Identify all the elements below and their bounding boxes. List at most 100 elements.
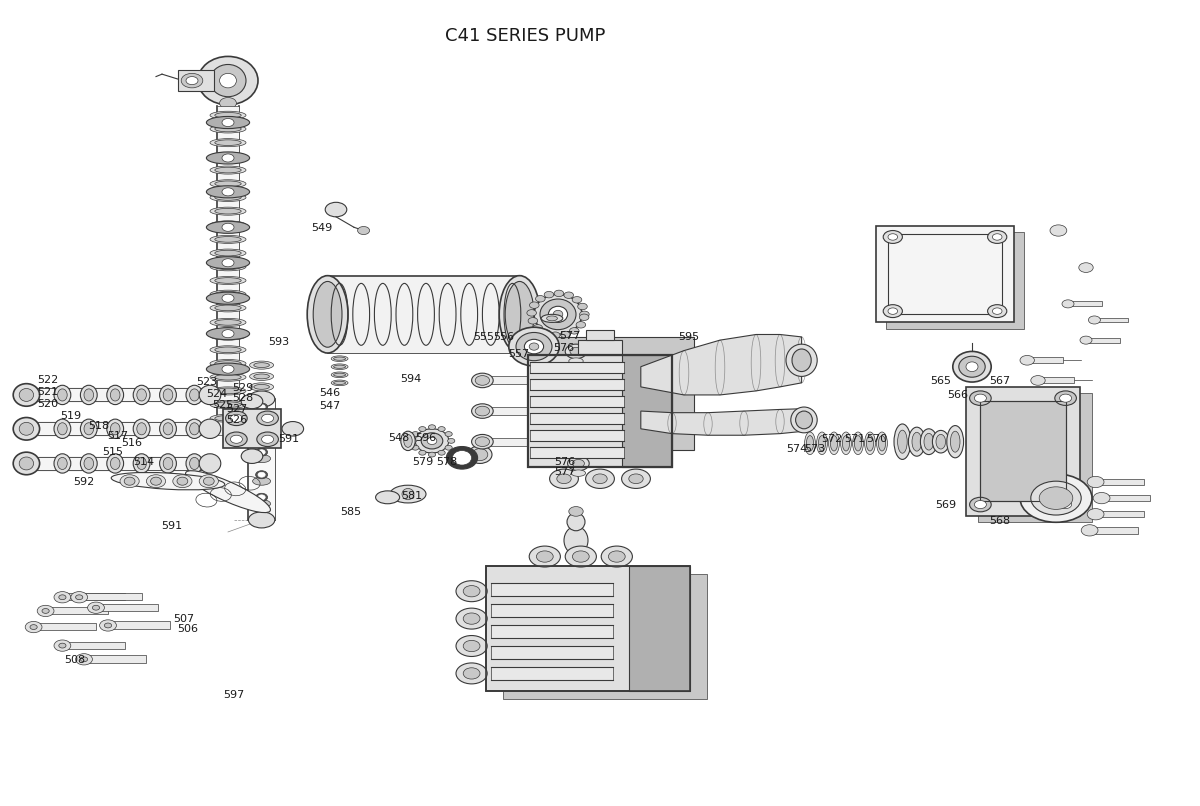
Circle shape — [25, 621, 42, 633]
Ellipse shape — [163, 457, 173, 469]
Ellipse shape — [499, 276, 540, 353]
Ellipse shape — [331, 355, 348, 361]
Ellipse shape — [199, 419, 221, 438]
Circle shape — [1060, 394, 1072, 402]
Bar — [1094, 318, 1128, 322]
Circle shape — [256, 448, 268, 456]
Ellipse shape — [210, 125, 246, 133]
Circle shape — [527, 310, 536, 316]
Circle shape — [1060, 501, 1072, 509]
Circle shape — [88, 602, 104, 613]
Bar — [217, 106, 239, 435]
Ellipse shape — [534, 294, 582, 334]
Text: 577: 577 — [559, 331, 581, 341]
Ellipse shape — [334, 357, 346, 360]
Bar — [530, 447, 624, 458]
Ellipse shape — [199, 454, 221, 473]
Text: 572: 572 — [821, 434, 842, 444]
Text: 507: 507 — [173, 614, 194, 624]
Ellipse shape — [54, 454, 71, 473]
Circle shape — [92, 605, 100, 610]
Circle shape — [992, 308, 1002, 314]
Text: 506: 506 — [176, 625, 198, 634]
Circle shape — [220, 98, 236, 109]
Ellipse shape — [110, 457, 120, 469]
Text: 525: 525 — [212, 401, 234, 410]
Ellipse shape — [215, 112, 241, 118]
Ellipse shape — [254, 363, 270, 368]
Ellipse shape — [220, 73, 236, 88]
Ellipse shape — [415, 429, 449, 453]
Ellipse shape — [110, 388, 120, 401]
Text: 529: 529 — [232, 383, 253, 393]
Ellipse shape — [137, 457, 146, 469]
Ellipse shape — [137, 388, 146, 401]
Ellipse shape — [404, 434, 413, 447]
Circle shape — [1055, 391, 1076, 405]
Ellipse shape — [215, 250, 241, 256]
Ellipse shape — [13, 384, 40, 406]
Circle shape — [419, 451, 426, 455]
Text: 567: 567 — [989, 376, 1010, 386]
Ellipse shape — [529, 343, 539, 351]
Ellipse shape — [210, 332, 246, 340]
Text: 573: 573 — [804, 444, 826, 454]
Ellipse shape — [452, 451, 472, 465]
Ellipse shape — [110, 422, 120, 435]
Ellipse shape — [210, 193, 246, 202]
Ellipse shape — [58, 457, 67, 469]
Circle shape — [576, 322, 586, 328]
Circle shape — [222, 365, 234, 373]
Ellipse shape — [210, 235, 246, 243]
Circle shape — [463, 640, 480, 651]
Text: 566: 566 — [947, 390, 968, 400]
Circle shape — [528, 318, 538, 324]
Ellipse shape — [877, 432, 888, 455]
Circle shape — [428, 452, 436, 457]
Circle shape — [1080, 336, 1092, 344]
Ellipse shape — [206, 363, 250, 376]
Circle shape — [256, 493, 268, 501]
Circle shape — [970, 391, 991, 405]
Bar — [888, 234, 1002, 314]
Ellipse shape — [210, 221, 246, 229]
Ellipse shape — [936, 434, 946, 449]
Ellipse shape — [186, 471, 270, 513]
Circle shape — [256, 471, 268, 479]
Ellipse shape — [206, 152, 250, 164]
Circle shape — [222, 330, 234, 338]
Ellipse shape — [215, 167, 241, 172]
Circle shape — [438, 426, 445, 431]
Circle shape — [419, 426, 426, 431]
Ellipse shape — [84, 422, 94, 435]
Ellipse shape — [206, 327, 250, 340]
Ellipse shape — [806, 435, 814, 451]
Circle shape — [541, 330, 551, 336]
Ellipse shape — [791, 407, 817, 433]
Ellipse shape — [210, 207, 246, 215]
Circle shape — [533, 325, 542, 331]
Ellipse shape — [254, 384, 270, 389]
Text: 557: 557 — [508, 349, 529, 359]
Circle shape — [1087, 509, 1104, 520]
Bar — [530, 396, 624, 407]
Circle shape — [970, 497, 991, 512]
Ellipse shape — [215, 153, 241, 159]
Circle shape — [568, 456, 589, 471]
Ellipse shape — [254, 374, 270, 379]
Ellipse shape — [210, 139, 246, 147]
Text: 576: 576 — [554, 457, 576, 467]
Text: 526: 526 — [226, 415, 247, 425]
Ellipse shape — [120, 475, 139, 488]
Circle shape — [258, 472, 265, 477]
Ellipse shape — [818, 435, 826, 451]
Ellipse shape — [878, 435, 886, 451]
Circle shape — [258, 495, 265, 500]
Circle shape — [888, 234, 898, 240]
Ellipse shape — [568, 513, 586, 530]
Ellipse shape — [253, 409, 271, 418]
Ellipse shape — [163, 422, 173, 435]
Ellipse shape — [830, 435, 838, 451]
Text: 578: 578 — [436, 457, 457, 467]
Ellipse shape — [112, 472, 224, 490]
